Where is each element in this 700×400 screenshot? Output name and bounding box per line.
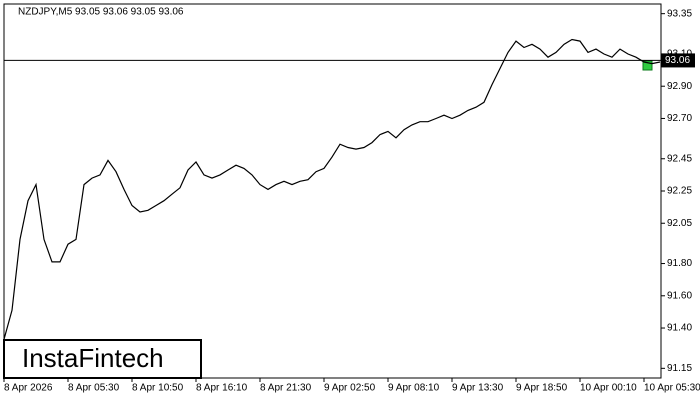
x-tick-label: 8 Apr 10:50 — [132, 383, 184, 394]
x-tick-label: 8 Apr 16:10 — [196, 383, 248, 394]
x-tick-label: 10 Apr 05:30 — [644, 383, 700, 394]
current-price-label: 93.06 — [665, 55, 690, 66]
x-tick-label: 9 Apr 08:10 — [388, 383, 440, 394]
price-line — [3, 38, 661, 340]
watermark-box — [3, 339, 202, 379]
status-icon — [642, 60, 653, 71]
x-tick-label: 9 Apr 02:50 — [324, 383, 376, 394]
chart-title: NZDJPY,M5 93.05 93.06 93.05 93.06 — [18, 7, 184, 18]
x-tick-label: 9 Apr 18:50 — [516, 383, 568, 394]
x-tick-label: 8 Apr 05:30 — [68, 383, 120, 394]
x-tick-label: 8 Apr 2026 — [4, 383, 53, 394]
y-tick-label: 91.60 — [667, 290, 692, 301]
y-tick-label: 91.40 — [667, 323, 692, 334]
y-tick-label: 91.15 — [667, 363, 692, 374]
y-tick-label: 92.25 — [667, 186, 692, 197]
x-tick-label: 10 Apr 00:10 — [580, 383, 637, 394]
y-tick-label: 92.05 — [667, 218, 692, 229]
watermark: InstaFintech — [22, 343, 164, 373]
current-price-box — [661, 53, 695, 68]
y-tick-label: 92.70 — [667, 113, 692, 124]
y-tick-label: 91.80 — [667, 258, 692, 269]
y-tick-label: 92.45 — [667, 153, 692, 164]
y-tick-label: 92.90 — [667, 81, 692, 92]
x-tick-label: 8 Apr 21:30 — [260, 383, 312, 394]
y-tick-label: 93.35 — [667, 8, 692, 19]
x-tick-label: 9 Apr 13:30 — [452, 383, 504, 394]
